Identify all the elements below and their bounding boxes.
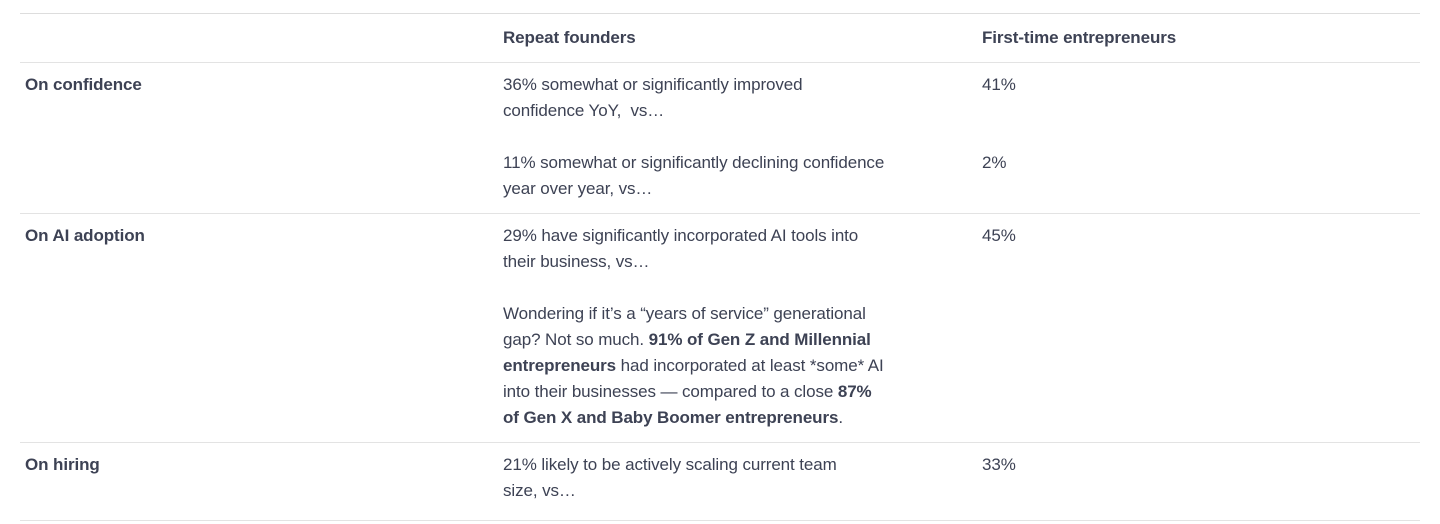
stat-text: 36% somewhat or significantly improved c… xyxy=(503,75,803,120)
ai-insight-paragraph: Wondering if it’s a “years of service” g… xyxy=(503,304,884,427)
header-cell-first-time-entrepreneurs: First-time entrepreneurs xyxy=(982,28,1177,47)
stat-text: 11% somewhat or significantly declining … xyxy=(503,153,885,198)
table-row: On confidence 36% somewhat or significan… xyxy=(20,72,1420,124)
header-cell-repeat-founders: Repeat founders xyxy=(503,28,636,47)
row-label: On AI adoption xyxy=(25,226,145,245)
stat-text: 29% have significantly incorporated AI t… xyxy=(503,226,859,271)
table-row: On AI adoption 29% have significantly in… xyxy=(20,223,1420,275)
row-label: On confidence xyxy=(25,75,142,94)
table-row: 11% somewhat or significantly declining … xyxy=(20,150,1420,202)
row-label: On hiring xyxy=(25,455,100,474)
table-row: On hiring 21% likely to be actively scal… xyxy=(20,452,1420,504)
stat-value: 41% xyxy=(982,75,1016,94)
table-header-row: Repeat founders First-time entrepreneurs xyxy=(20,14,1420,63)
section-on-ai-adoption: On AI adoption 29% have significantly in… xyxy=(20,214,1420,443)
comparison-table: Repeat founders First-time entrepreneurs… xyxy=(20,13,1420,521)
stat-text: 21% likely to be actively scaling curren… xyxy=(503,455,837,500)
table-row: Wondering if it’s a “years of service” g… xyxy=(20,301,1420,431)
section-on-hiring: On hiring 21% likely to be actively scal… xyxy=(20,443,1420,521)
stat-value: 2% xyxy=(982,153,1007,172)
stat-value: 45% xyxy=(982,226,1016,245)
stat-value: 33% xyxy=(982,455,1016,474)
section-on-confidence: On confidence 36% somewhat or significan… xyxy=(20,63,1420,214)
